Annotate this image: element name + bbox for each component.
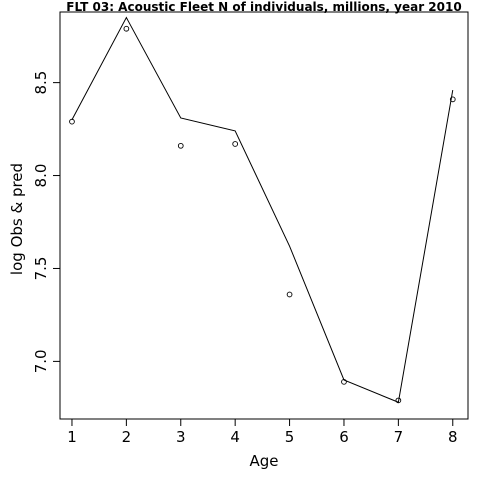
x-tick-label: 1 — [67, 428, 77, 446]
x-tick-label: 3 — [176, 428, 186, 446]
x-axis: 1 2 3 4 5 6 7 8 — [67, 418, 458, 446]
x-tick-label: 6 — [339, 428, 349, 446]
observed-point — [177, 142, 184, 149]
y-tick-label: 8.5 — [32, 71, 50, 95]
observed-point — [395, 397, 402, 404]
series-layer — [69, 16, 456, 404]
predicted-line — [71, 16, 454, 403]
chart-title: FLT 03: Acoustic Fleet N of individuals,… — [66, 0, 461, 14]
observed-point — [286, 291, 293, 298]
observed-point — [449, 96, 456, 103]
y-tick-label: 7.0 — [32, 349, 50, 373]
observed-point — [123, 25, 130, 32]
y-axis: 7.0 7.5 8.0 8.5 — [32, 71, 61, 373]
x-axis-label: Age — [249, 452, 278, 470]
y-tick-label: 7.5 — [32, 257, 50, 281]
x-tick-label: 7 — [394, 428, 404, 446]
x-tick-label: 4 — [230, 428, 240, 446]
x-tick-label: 5 — [285, 428, 295, 446]
y-axis-label: log Obs & pred — [8, 163, 26, 275]
observed-point — [232, 141, 239, 147]
x-tick-label: 2 — [122, 428, 132, 446]
y-tick-label: 8.0 — [32, 164, 50, 188]
x-tick-label: 8 — [448, 428, 458, 446]
